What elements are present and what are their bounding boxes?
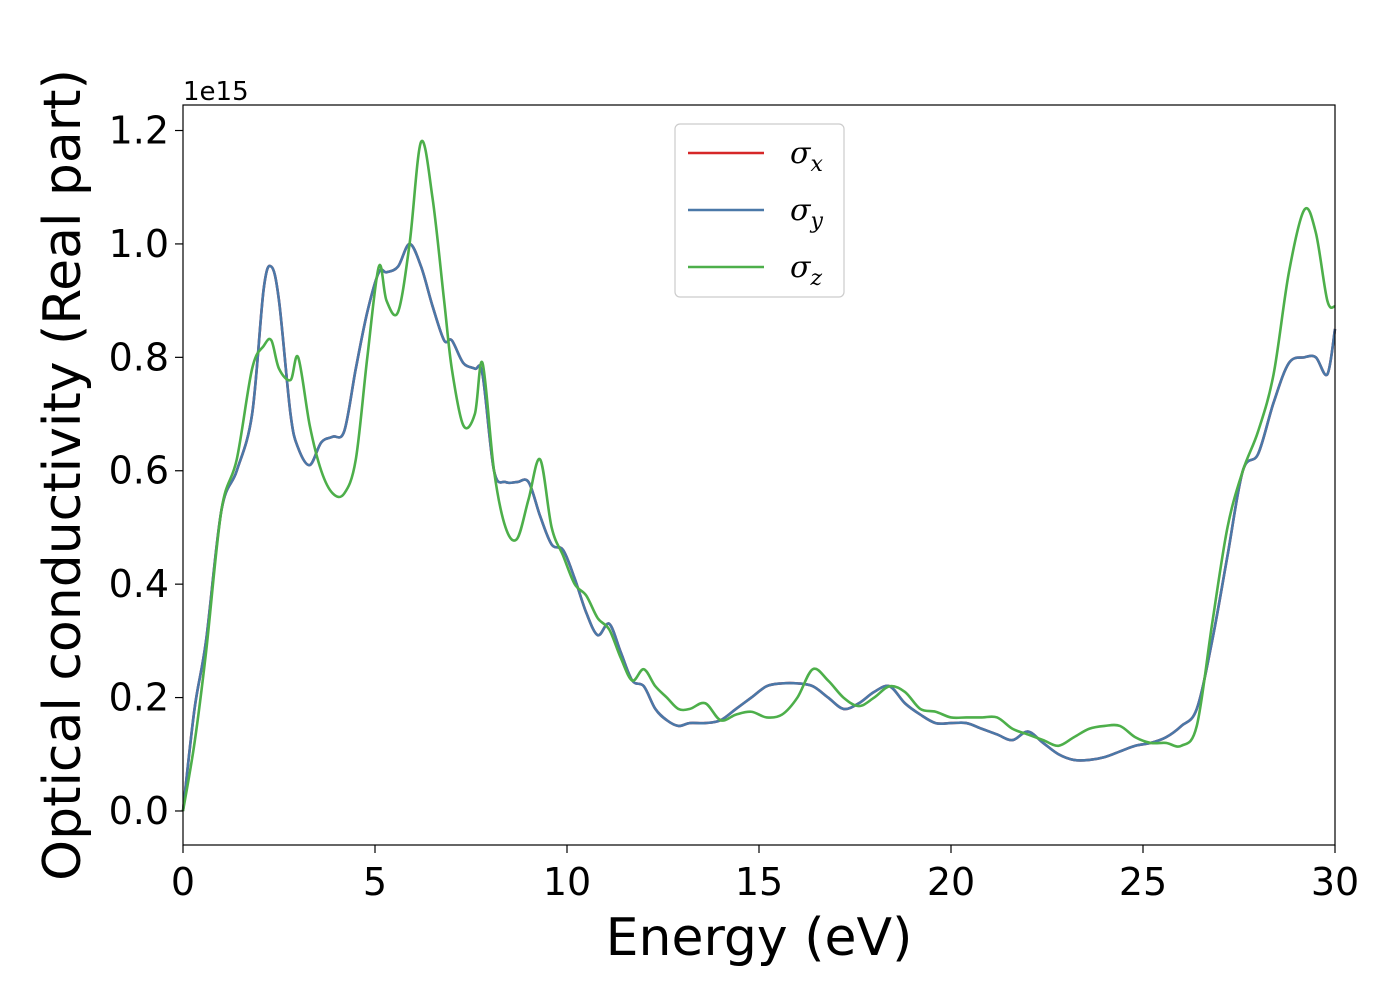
- x-axis-title: Energy (eV): [606, 908, 913, 968]
- x-tick-label: 0: [171, 860, 195, 904]
- x-axis: 0 5 10 15 20 25 30: [171, 845, 1359, 904]
- x-tick-label: 30: [1311, 860, 1359, 904]
- y-tick-label: 0.0: [109, 789, 169, 833]
- legend-label-x: σx: [790, 136, 823, 177]
- x-tick-label: 15: [735, 860, 783, 904]
- y-tick-label: 1.2: [109, 109, 169, 153]
- x-tick-label: 25: [1119, 860, 1167, 904]
- legend-label-y: σy: [790, 193, 823, 234]
- x-tick-label: 10: [543, 860, 591, 904]
- y-axis-title: Optical conductivity (Real part): [33, 69, 93, 881]
- series-layer: [181, 139, 1337, 812]
- x-tick-label: 20: [927, 860, 975, 904]
- series-line-y: [181, 242, 1337, 812]
- series-line-z: [181, 139, 1336, 812]
- y-tick-label: 0.8: [109, 335, 169, 379]
- y-tick-label: 0.6: [109, 449, 169, 493]
- legend: σx σy σz: [674, 123, 845, 298]
- legend-label-z: σz: [790, 250, 822, 291]
- y-tick-label: 0.2: [109, 676, 169, 720]
- y-tick-label: 0.4: [109, 562, 169, 606]
- y-offset-label: 1e15: [183, 77, 249, 107]
- y-axis: 0.0 0.2 0.4 0.6 0.8 1.0 1.2: [109, 109, 183, 833]
- y-tick-label: 1.0: [109, 222, 169, 266]
- x-tick-label: 5: [363, 860, 387, 904]
